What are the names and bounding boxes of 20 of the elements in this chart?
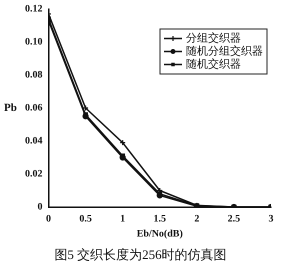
y-tick-label: 0.12 bbox=[25, 4, 42, 15]
x-tick-label: 1 bbox=[120, 214, 126, 225]
y-tick-label: 0.06 bbox=[25, 102, 42, 114]
legend-label: 随机分组交织器 bbox=[186, 44, 263, 58]
legend-label: 随机交织器 bbox=[186, 57, 241, 70]
caption: 图5 交织长度为256时的仿真图 bbox=[53, 246, 228, 264]
x-tick-label: 1.5 bbox=[154, 214, 166, 225]
x-tick-label: 0 bbox=[46, 214, 51, 225]
x-tick-label: 3 bbox=[268, 214, 274, 225]
y-tick-label: 0.02 bbox=[25, 168, 42, 180]
x-tick-label: 0.5 bbox=[79, 214, 92, 225]
x-tick-label: 2 bbox=[194, 214, 200, 225]
y-axis-title: Pb bbox=[4, 102, 17, 114]
x-axis-title: Eb/No(dB) bbox=[136, 228, 183, 240]
y-tick-label: 0.10 bbox=[25, 36, 42, 48]
legend-label: 分组交织器 bbox=[186, 31, 241, 44]
x-tick-label: 2.5 bbox=[228, 214, 240, 225]
y-tick-label: 0.04 bbox=[25, 136, 42, 147]
y-tick-label: 0.08 bbox=[25, 70, 42, 81]
y-tick-label: 0 bbox=[38, 202, 42, 213]
